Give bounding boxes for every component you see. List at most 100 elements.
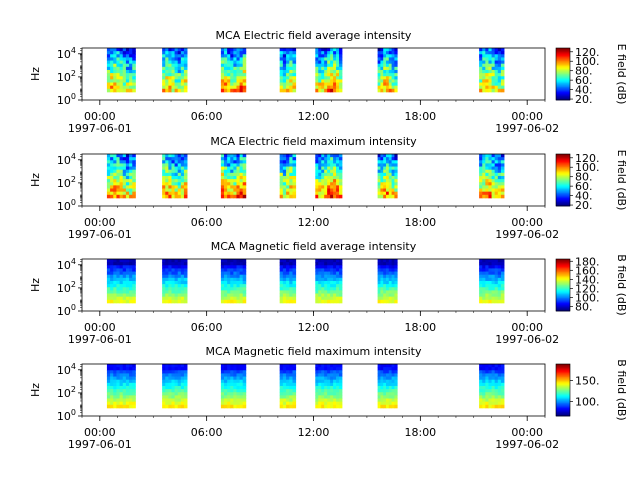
heatmap-cell (106, 182, 111, 186)
heatmap-cell (315, 54, 319, 58)
heatmap-cell (242, 188, 247, 193)
heatmap-cell (377, 401, 381, 406)
heatmap-cell (106, 379, 111, 384)
heatmap-cell (482, 51, 486, 55)
heatmap-cell (391, 179, 395, 183)
heatmap-cell (383, 379, 387, 384)
heatmap-cell (230, 172, 234, 177)
heatmap-cell (491, 262, 496, 266)
heatmap-cell (171, 191, 175, 196)
colorbar-cell (556, 190, 570, 193)
heatmap-cell (318, 376, 322, 381)
heatmap-cell (233, 274, 237, 279)
heatmap-cell (165, 284, 169, 288)
heatmap-cell (479, 157, 483, 161)
heatmap-cell (233, 85, 237, 90)
heatmap-cell (479, 60, 483, 65)
heatmap-cell (292, 172, 297, 177)
heatmap-cell (330, 175, 334, 180)
heatmap-cell (377, 69, 381, 74)
heatmap-cell (282, 274, 287, 279)
heatmap-cell (224, 395, 228, 399)
heatmap-cell (116, 154, 120, 158)
heatmap-cell (183, 88, 188, 93)
heatmap-cell (315, 265, 319, 269)
heatmap-cell (122, 157, 127, 161)
heatmap-cell (279, 160, 284, 164)
heatmap-cell (282, 277, 287, 282)
heatmap-cell (174, 179, 179, 183)
heatmap-cell (336, 290, 340, 294)
heatmap-cell (227, 48, 231, 52)
heatmap-cell (122, 163, 127, 167)
heatmap-cell (122, 191, 127, 196)
heatmap-cell (327, 370, 331, 374)
data-segment (377, 259, 398, 304)
heatmap-cell (333, 385, 337, 390)
heatmap-cell (113, 163, 117, 167)
heatmap-cell (279, 293, 284, 298)
heatmap-cell (129, 293, 133, 298)
heatmap-cell (500, 51, 505, 55)
heatmap-cell (336, 389, 340, 393)
heatmap-cell (479, 63, 483, 68)
heatmap-cell (227, 392, 231, 396)
heatmap-cell (220, 385, 225, 390)
heatmap-cell (388, 404, 392, 409)
heatmap-cell (289, 54, 293, 58)
heatmap-cell (491, 175, 496, 180)
heatmap-cell (224, 287, 228, 291)
heatmap-cell (330, 364, 334, 368)
colorbar-cell (556, 77, 570, 80)
heatmap-cell (168, 389, 172, 393)
heatmap-cell (333, 395, 337, 399)
heatmap-cell (500, 401, 505, 406)
heatmap-cell (339, 63, 343, 68)
heatmap-cell (239, 287, 244, 291)
heatmap-cell (125, 60, 130, 65)
heatmap-cell (162, 191, 166, 196)
heatmap-cell (318, 379, 322, 384)
heatmap-cell (383, 160, 387, 164)
heatmap-cell (180, 274, 185, 279)
heatmap-cell (165, 188, 169, 193)
heatmap-cell (132, 299, 136, 304)
heatmap-cell (242, 163, 247, 167)
heatmap-cell (233, 88, 237, 93)
heatmap-cell (183, 51, 188, 55)
heatmap-cell (377, 73, 381, 77)
heatmap-cell (488, 163, 492, 167)
heatmap-cell (482, 85, 486, 90)
heatmap-cell (282, 179, 287, 183)
heatmap-cell (239, 51, 244, 55)
heatmap-cell (479, 259, 483, 263)
heatmap-cell (116, 259, 120, 263)
colorbar-tick-label: 80. (575, 65, 593, 78)
heatmap-cell (286, 48, 290, 52)
heatmap-cell (239, 382, 244, 387)
heatmap-cell (500, 157, 505, 161)
heatmap-cell (236, 379, 240, 384)
heatmap-cell (242, 182, 247, 186)
heatmap-cell (119, 280, 124, 285)
heatmap-cell (129, 163, 133, 167)
heatmap-cell (386, 379, 390, 384)
colorbar-cell (556, 397, 570, 400)
heatmap-cell (333, 392, 337, 396)
heatmap-cell (289, 265, 293, 269)
colorbar-frame (555, 363, 571, 417)
heatmap-cell (324, 191, 328, 196)
heatmap-cell (122, 69, 127, 74)
heatmap-cell (289, 163, 293, 167)
heatmap-cell (292, 395, 297, 399)
heatmap-cell (110, 389, 114, 393)
heatmap-cell (171, 262, 175, 266)
heatmap-cell (482, 296, 486, 301)
heatmap-cell (227, 379, 231, 384)
heatmap-cell (479, 367, 483, 371)
heatmap-cell (488, 401, 492, 406)
colorbar-cell (556, 85, 570, 88)
heatmap-cell (324, 373, 328, 377)
heatmap-cell (171, 48, 175, 52)
heatmap-cell (327, 191, 331, 196)
